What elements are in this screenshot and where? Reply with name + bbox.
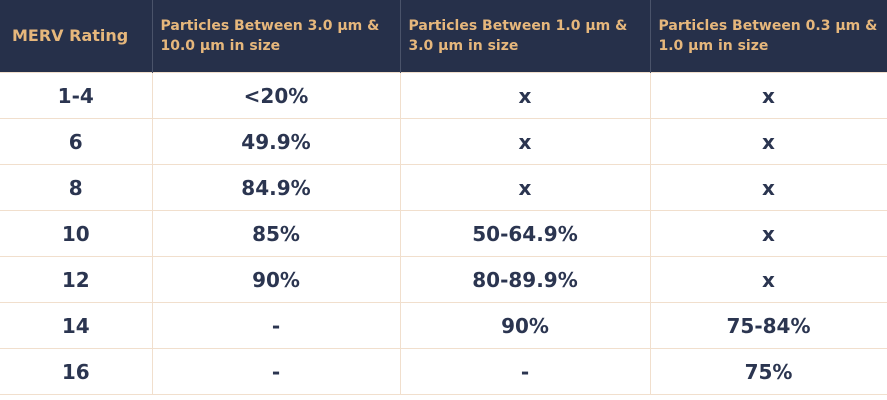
table-row: 1-4 <20% x x [0, 72, 887, 119]
table-cell: 14 [0, 302, 153, 349]
table-cell: 80-89.9% [399, 256, 651, 303]
table-cell: x [399, 118, 651, 165]
table-cell: 10 [0, 210, 153, 257]
table-row: 14-90% 75-84% [0, 302, 887, 349]
table-cell: 49.9% [151, 118, 401, 165]
table-cell: x [649, 256, 887, 303]
table-body: 1-4 <20% x x 6 49.9% x x 8 84.9% x x 10 85% 50-64.9% x 1… [0, 72, 887, 395]
table-cell: x [399, 72, 651, 119]
table-cell: 90% [399, 302, 651, 349]
table-cell: <20% [151, 72, 401, 119]
table-cell: x [649, 118, 887, 165]
table-cell: x [649, 210, 887, 257]
table-row: 10 85% 50-64.9% x [0, 210, 887, 257]
table-row: 8 84.9% x x [0, 164, 887, 211]
table-cell: 75-84% [649, 302, 887, 349]
table-cell: - [399, 348, 651, 395]
table-cell: 90% [151, 256, 401, 303]
table-cell: 16 [0, 348, 153, 395]
header-cell: Particles Between 0.3 μm & 1.0 μm in siz… [649, 0, 887, 73]
table-cell: 1-4 [0, 72, 153, 119]
table-cell: 8 [0, 164, 153, 211]
table-cell: x [649, 72, 887, 119]
table-cell: x [649, 164, 887, 211]
table-cell: 12 [0, 256, 153, 303]
header-cell: MERV Rating [0, 0, 152, 73]
table-row: 12 90% 80-89.9% x [0, 256, 887, 303]
table-cell: 75% [649, 348, 887, 395]
header-cell: Particles Between 1.0 μm & 3.0 μm in siz… [399, 0, 650, 73]
table-cell: 84.9% [151, 164, 401, 211]
table-cell: x [399, 164, 651, 211]
table-header: MERV Rating Particles Between 3.0 μm & 10… [0, 0, 887, 73]
table-cell: - [151, 302, 401, 349]
header-cell: Particles Between 3.0 μm & 10.0 μm in si… [151, 0, 400, 73]
table-cell: 6 [0, 118, 153, 165]
table-row: 6 49.9% x x [0, 118, 887, 165]
table-cell: 85% [151, 210, 401, 257]
table-cell: 50-64.9% [399, 210, 651, 257]
table-row: 16- -75% [0, 348, 887, 395]
header-row: MERV Rating Particles Between 3.0 μm & 10… [0, 0, 887, 73]
table-cell: - [151, 348, 401, 395]
